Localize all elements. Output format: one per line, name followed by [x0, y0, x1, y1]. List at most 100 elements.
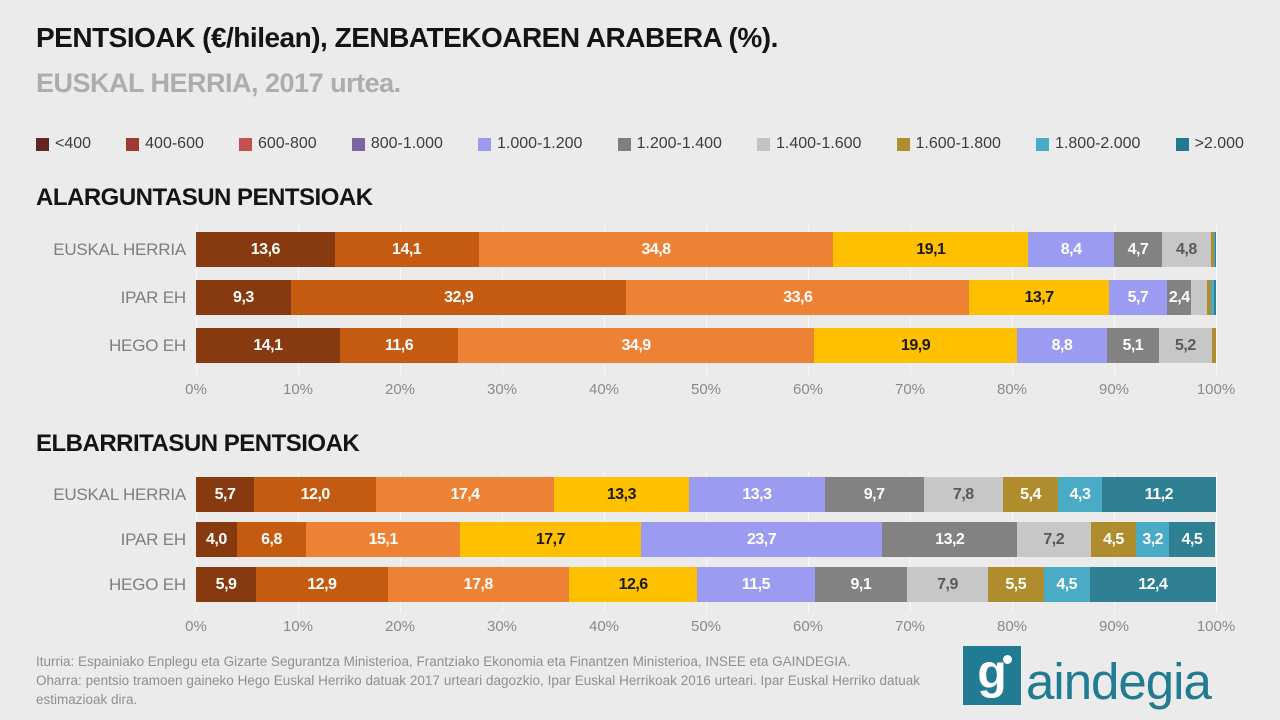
bar-segment-800-1.000: 19,1	[833, 232, 1029, 267]
bar-segment-400-600: 11,6	[339, 328, 459, 363]
footer-source: Iturria: Espainiako Enplegu eta Gizarte …	[36, 654, 851, 669]
x-tick: 100%	[1196, 381, 1236, 398]
bar-track: 4,0 6,8 15,1 17,7 23,7 13,2 7,2 4,5 3,2 4,5	[196, 522, 1216, 557]
x-tick: 80%	[996, 381, 1028, 398]
bar-segment-1.400-1.600: 4,8	[1161, 232, 1211, 267]
x-tick: 50%	[690, 381, 722, 398]
bar-segment-1.800-2.000: 4,3	[1058, 477, 1102, 512]
legend-label: 800-1.000	[370, 135, 443, 152]
chart-row: HEGO EH 14,1 11,6 34,9 19,9 8,8 5,1 5,2	[36, 328, 1216, 363]
bar-segment-400-600: 12,9	[256, 567, 388, 602]
bar-segment-400-600: 6,8	[236, 522, 307, 557]
bar-segment-600-800: 17,8	[387, 567, 569, 602]
bar-segment-1.000-1.200: 11,5	[697, 567, 815, 602]
x-tick: 40%	[588, 618, 620, 635]
bar-segment-1.600-1.800	[1211, 328, 1216, 363]
page-subtitle: EUSKAL HERRIA, 2017 urtea.	[36, 68, 401, 98]
bar-segment->2.000: 12,4	[1089, 567, 1216, 602]
category-label: HEGO EH	[108, 574, 186, 594]
legend-item: 1.600-1.800	[896, 135, 1001, 153]
category-label: EUSKAL HERRIA	[53, 484, 186, 504]
bar-segment-1.200-1.400: 13,2	[882, 522, 1018, 557]
bar-segment-1.200-1.400: 5,1	[1106, 328, 1159, 363]
bar-segment-600-800: 17,4	[376, 477, 554, 512]
x-tick: 50%	[690, 618, 722, 635]
chart-title-elbarritasun: ELBARRITASUN PENTSIOAK	[36, 430, 360, 457]
chart-rows: EUSKAL HERRIA 5,7 12,0 17,4 13,3 13,3 9,7 7,8 5,…	[36, 470, 1216, 602]
legend-swatch-icon	[896, 137, 910, 151]
bar-segment-<400: 5,7	[196, 477, 255, 512]
x-tick: 30%	[486, 381, 518, 398]
legend-swatch-icon	[351, 137, 365, 151]
bar-segment-800-1.000: 19,9	[814, 328, 1018, 363]
x-tick: 40%	[588, 381, 620, 398]
legend-swatch-icon	[238, 137, 252, 151]
footer: Iturria: Espainiako Enplegu eta Gizarte …	[36, 652, 920, 709]
bar-segment-1.200-1.400: 9,7	[824, 477, 924, 512]
x-tick: 10%	[282, 618, 314, 635]
bar-segment-400-600: 12,0	[254, 477, 377, 512]
bar-segment-400-600: 14,1	[334, 232, 479, 267]
legend-label: 1.800-2.000	[1055, 135, 1141, 152]
logo-text: aindegia	[1026, 653, 1212, 710]
x-tick: 0%	[185, 618, 207, 635]
legend-swatch-icon	[617, 137, 631, 151]
legend-label: 400-600	[145, 135, 204, 152]
legend-swatch-icon	[36, 137, 49, 151]
bar-segment-1.200-1.400: 9,1	[814, 567, 908, 602]
bar-segment-<400: 13,6	[196, 232, 335, 267]
bar-segment-800-1.000: 12,6	[568, 567, 698, 602]
bar-segment-1.000-1.200: 8,8	[1017, 328, 1107, 363]
x-tick: 70%	[894, 618, 926, 635]
legend-swatch-icon	[126, 137, 140, 151]
bar-segment-400-600: 32,9	[290, 280, 627, 315]
x-axis: 0% 10% 20% 30% 40% 50% 60% 70% 80% 90% 100%	[185, 618, 1235, 638]
legend-item: 1.400-1.600	[757, 135, 861, 153]
bar-segment->2.000: 4,5	[1169, 522, 1215, 557]
bar-track: 9,3 32,9 33,6 13,7 5,7 2,4	[196, 280, 1216, 315]
legend-item: 1.800-2.000	[1036, 135, 1140, 153]
legend-swatch-icon	[477, 137, 491, 151]
legend-item: 1.000-1.200	[477, 135, 582, 153]
x-tick: 30%	[486, 618, 518, 635]
x-axis: 0% 10% 20% 30% 40% 50% 60% 70% 80% 90% 100%	[185, 381, 1235, 401]
footer-note: Oharra: pentsio tramoen gaineko Hego Eus…	[36, 673, 920, 708]
legend-label: 1.400-1.600	[776, 135, 862, 152]
bar-segment->2.000	[1213, 280, 1216, 315]
bar-segment->2.000	[1214, 232, 1216, 267]
bar-segment-600-800: 15,1	[306, 522, 461, 557]
bar-segment-<400: 14,1	[196, 328, 340, 363]
bar-track: 13,6 14,1 34,8 19,1 8,4 4,7 4,8	[196, 232, 1216, 267]
bar-segment-1.800-2.000: 4,5	[1043, 567, 1090, 602]
bar-segment-800-1.000: 13,7	[969, 280, 1109, 315]
bar-track: 14,1 11,6 34,9 19,9 8,8 5,1 5,2	[196, 328, 1216, 363]
x-tick: 20%	[384, 381, 416, 398]
x-tick: 100%	[1196, 618, 1236, 635]
chart-row: EUSKAL HERRIA 13,6 14,1 34,8 19,1 8,4 4,7 4,8	[36, 232, 1216, 267]
bar-segment-600-800: 34,8	[478, 232, 834, 267]
chart-row: IPAR EH 9,3 32,9 33,6 13,7 5,7 2,4	[36, 280, 1216, 315]
category-label: IPAR EH	[120, 529, 187, 549]
bar-segment-1.200-1.400: 4,7	[1113, 232, 1162, 267]
legend-label: >2.000	[1194, 135, 1244, 152]
bar-segment-<400: 4,0	[196, 522, 237, 557]
x-tick: 80%	[996, 618, 1028, 635]
legend-label: <400	[55, 135, 92, 152]
legend-item: 600-800	[238, 135, 317, 153]
bar-segment-1.800-2.000	[1210, 280, 1214, 315]
chart-title-alarguntasun: ALARGUNTASUN PENTSIOAK	[36, 184, 373, 211]
logo-dot-icon	[1003, 655, 1012, 664]
chart-row: EUSKAL HERRIA 5,7 12,0 17,4 13,3 13,3 9,7 7,8 5,…	[36, 477, 1216, 512]
legend-label: 1.200-1.400	[636, 135, 722, 152]
bar-segment-800-1.000: 13,3	[553, 477, 690, 512]
legend-label: 1.600-1.800	[915, 135, 1001, 152]
x-tick: 90%	[1098, 381, 1130, 398]
category-label: IPAR EH	[120, 287, 187, 307]
bar-segment-1.400-1.600: 5,2	[1158, 328, 1212, 363]
bar-segment-1.800-2.000	[1213, 232, 1215, 267]
bar-track: 5,9 12,9 17,8 12,6 11,5 9,1 7,9 5,5 4,5 12,4	[196, 567, 1216, 602]
bar-segment-1.600-1.800: 5,4	[1003, 477, 1059, 512]
category-label: EUSKAL HERRIA	[53, 239, 186, 259]
bar-segment-1.400-1.600: 7,8	[923, 477, 1004, 512]
bar-segment-<400: 9,3	[196, 280, 291, 315]
